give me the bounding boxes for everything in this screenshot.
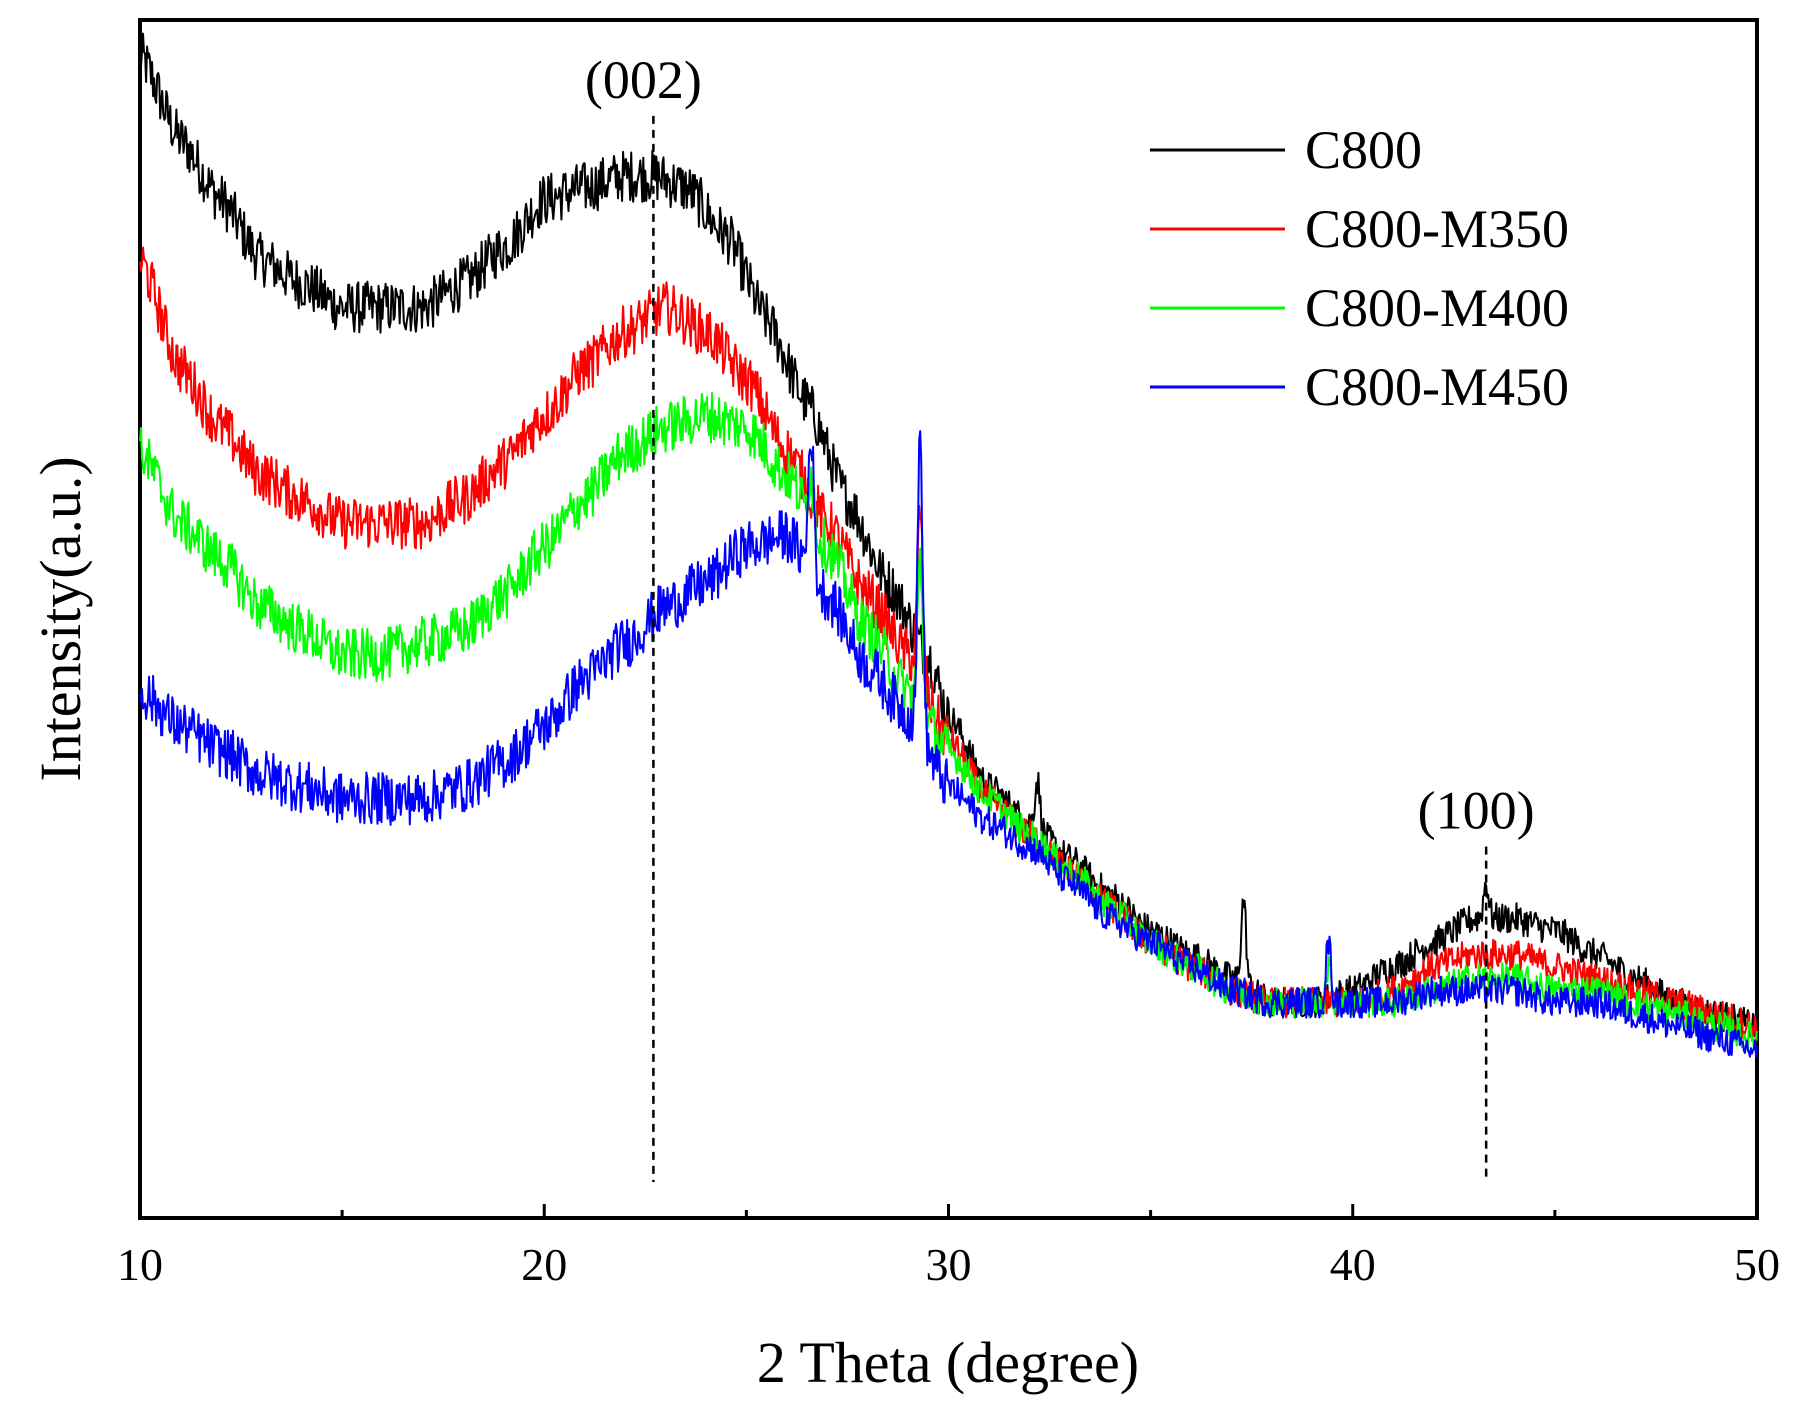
y-axis-title: Intensity(a.u.)	[28, 456, 93, 781]
x-tick-label: 40	[1330, 1239, 1376, 1290]
legend-label-c800-m400: C800-M400	[1305, 278, 1569, 338]
x-tick-label: 30	[926, 1239, 972, 1290]
x-tick-label: 10	[117, 1239, 163, 1290]
series-line-c800-m400	[139, 391, 1758, 1053]
x-tick-label: 50	[1734, 1239, 1780, 1290]
series-layer	[139, 32, 1758, 1058]
x-axis-title: 2 Theta (degree)	[757, 1330, 1139, 1395]
x-axis-ticks: 10 20 30 40 50	[117, 1204, 1780, 1290]
legend-label-c800-m350: C800-M350	[1305, 199, 1569, 259]
peak-002-label: (002)	[585, 50, 702, 110]
legend: C800 C800-M350 C800-M400 C800-M450	[1150, 120, 1569, 417]
peak-100-label: (100)	[1418, 781, 1535, 841]
legend-label-c800: C800	[1305, 120, 1422, 180]
series-line-c800-m450	[139, 430, 1758, 1058]
series-line-c800	[139, 32, 1758, 1039]
annotation-layer: (002) (100)	[585, 50, 1535, 1183]
x-tick-label: 20	[521, 1239, 567, 1290]
legend-label-c800-m450: C800-M450	[1305, 357, 1569, 417]
